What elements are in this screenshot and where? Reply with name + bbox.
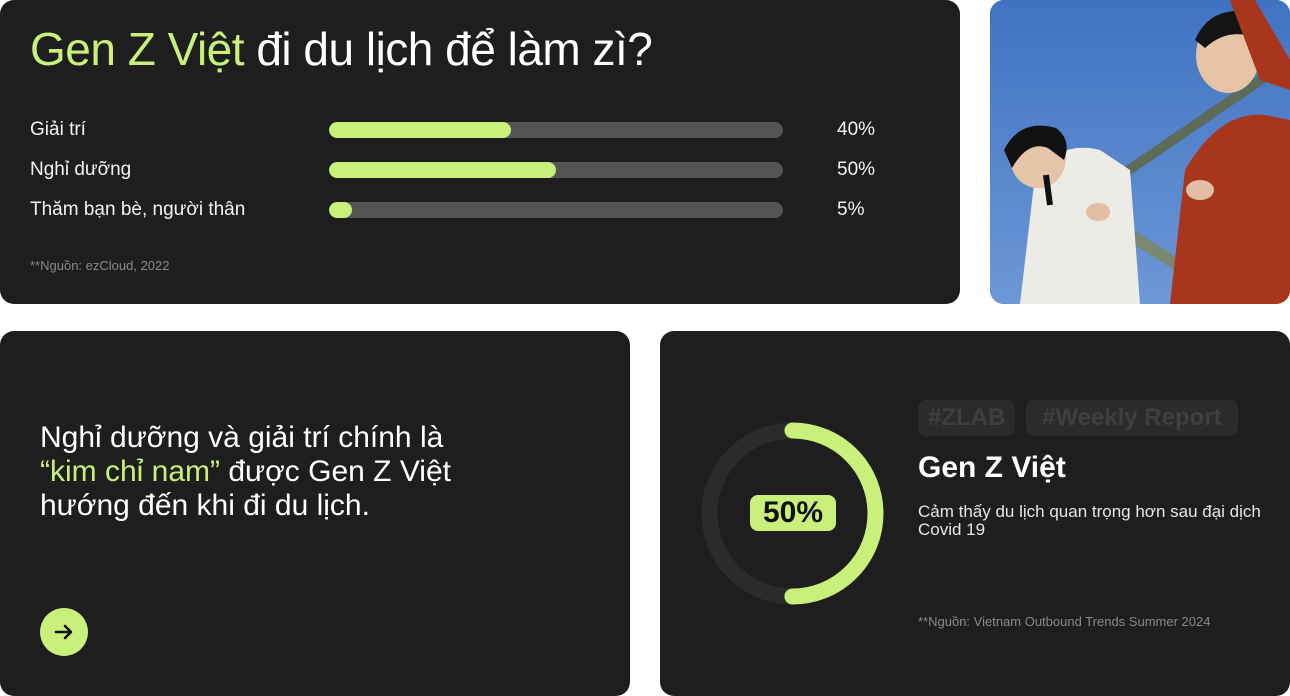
tag-weekly-report[interactable]: #Weekly Report	[1026, 400, 1238, 436]
bar-track	[329, 162, 783, 178]
title-rest: đi du lịch để làm zì?	[244, 23, 653, 75]
quote-text: Nghỉ dưỡng và giải trí chính là “kim chỉ…	[40, 421, 510, 523]
bar-value: 5%	[837, 199, 865, 220]
bar-fill	[329, 122, 511, 138]
tag-zlab[interactable]: #ZLAB	[918, 400, 1016, 436]
quote-line1: Nghỉ dưỡng và giải trí chính là	[40, 421, 444, 454]
bar-fill	[329, 202, 352, 218]
stat-title: Gen Z Việt	[918, 451, 1066, 484]
stat-card: 50% #ZLAB #Weekly Report Gen Z Việt Cảm …	[660, 331, 1290, 696]
travel-reasons-card: Gen Z Việt đi du lịch để làm zì? Giải tr…	[0, 0, 960, 304]
photo-image	[990, 0, 1290, 304]
photo-card	[990, 0, 1290, 304]
title-accent: Gen Z Việt	[30, 23, 245, 75]
bar-value: 40%	[837, 119, 876, 140]
stat-source: **Nguồn: Vietnam Outbound Trends Summer …	[918, 614, 1211, 629]
bar-label: Giải trí	[30, 119, 86, 140]
bar-label: Nghỉ dưỡng	[30, 159, 132, 180]
donut-value: 50%	[750, 495, 836, 531]
source-note: **Nguồn: ezCloud, 2022	[30, 258, 170, 273]
bar-row-giai-tri: Giải trí 40%	[30, 118, 890, 142]
quote-card: Nghỉ dưỡng và giải trí chính là “kim chỉ…	[0, 331, 630, 696]
quote-line2: được Gen Z Việt hướng đến khi đi du lịch…	[40, 455, 451, 522]
bar-value: 50%	[837, 159, 876, 180]
bar-row-tham-ban-be: Thăm bạn bè, người thân 5%	[30, 198, 890, 222]
page-title: Gen Z Việt đi du lịch để làm zì?	[30, 22, 653, 76]
stat-description: Cảm thấy du lịch quan trọng hơn sau đại …	[918, 502, 1261, 539]
quote-highlight: “kim chỉ nam”	[40, 455, 221, 488]
arrow-right-icon	[54, 624, 73, 640]
bar-label: Thăm bạn bè, người thân	[30, 199, 246, 220]
bar-track	[329, 122, 783, 138]
donut-arc	[701, 422, 884, 605]
next-button[interactable]	[40, 608, 88, 656]
bar-track	[329, 202, 783, 218]
bar-fill	[329, 162, 556, 178]
bar-row-nghi-duong: Nghỉ dưỡng 50%	[30, 158, 890, 182]
donut-chart	[701, 422, 884, 605]
